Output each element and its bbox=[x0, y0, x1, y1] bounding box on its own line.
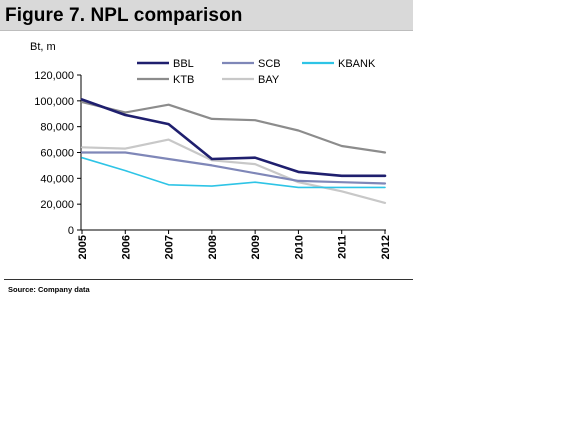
x-tick-label: 2012 bbox=[380, 235, 392, 259]
y-tick-label: 20,000 bbox=[40, 199, 74, 211]
legend-label-bay: BAY bbox=[258, 74, 280, 86]
x-tick-label: 2009 bbox=[250, 235, 262, 259]
chart-series bbox=[80, 98, 387, 204]
series-line-bbl bbox=[80, 98, 387, 178]
figure-title: Figure 7. NPL comparison bbox=[5, 5, 243, 26]
legend-label-ktb: KTB bbox=[173, 74, 194, 86]
legend-label-kbank: KBANK bbox=[338, 58, 376, 70]
series-line-kbank bbox=[81, 156, 386, 189]
y-tick-label: 100,000 bbox=[34, 96, 74, 108]
x-tick-label: 2010 bbox=[293, 235, 305, 259]
legend-label-scb: SCB bbox=[258, 58, 281, 70]
y-tick-label: 0 bbox=[68, 225, 74, 237]
chart-legend: BBL SCB KBANK KTB BAY bbox=[137, 58, 376, 86]
x-tick-label: 2008 bbox=[207, 235, 219, 259]
chart-axes: 0 20,000 40,000 60,000 80,000 100,000 120,000 2… bbox=[34, 70, 392, 259]
y-tick-label: 120,000 bbox=[34, 70, 74, 82]
source-note: Source: Company data bbox=[8, 285, 90, 294]
x-tick-label: 2007 bbox=[164, 235, 176, 259]
figure-title-bar: Figure 7. NPL comparison bbox=[0, 0, 413, 31]
x-tick-label: 2006 bbox=[120, 235, 132, 259]
footer-divider bbox=[4, 279, 413, 280]
series-line-ktb bbox=[80, 100, 387, 154]
y-tick-label: 60,000 bbox=[40, 148, 74, 160]
y-tick-label: 80,000 bbox=[40, 122, 74, 134]
x-tick-label: 2011 bbox=[337, 235, 349, 259]
y-tick-label: 40,000 bbox=[40, 173, 74, 185]
legend-label-bbl: BBL bbox=[173, 58, 194, 70]
series-line-bay bbox=[80, 138, 387, 204]
y-axis-unit-label: Bt, m bbox=[30, 41, 56, 53]
x-tick-label: 2005 bbox=[77, 235, 89, 259]
npl-line-chart: 0 20,000 40,000 60,000 80,000 100,000 120,000 2… bbox=[34, 58, 392, 259]
series-line-scb bbox=[80, 151, 387, 185]
